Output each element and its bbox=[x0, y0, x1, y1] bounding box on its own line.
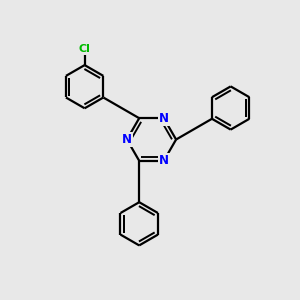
Text: N: N bbox=[159, 112, 169, 125]
Text: Cl: Cl bbox=[79, 44, 91, 54]
Text: N: N bbox=[122, 133, 132, 146]
Text: N: N bbox=[159, 154, 169, 167]
